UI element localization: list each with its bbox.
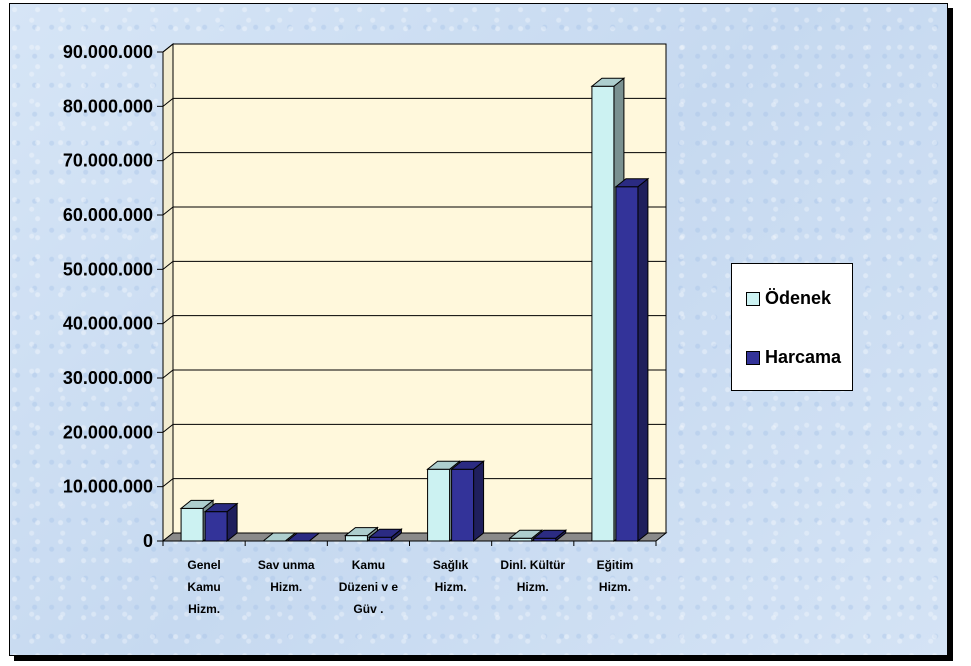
y-tick-label: 20.000.000 [63,422,153,442]
y-tick-label: 40.000.000 [63,314,153,334]
bar-harcama [616,187,638,541]
y-tick-label: 90.000.000 [63,42,153,62]
bar-harcama [205,512,227,541]
x-tick-label: Sağlık Hizm. [433,558,469,594]
bar-harcama-side [474,461,484,541]
bar-odenek [345,536,367,541]
x-tick-label: Sav unma Hizm. [258,558,315,594]
y-tick-label: 60.000.000 [63,205,153,225]
y-tick-label: 50.000.000 [63,259,153,279]
plot-side-wall [163,44,173,541]
legend-label-harcama: Harcama [765,347,841,368]
plot-floor [163,533,666,541]
x-tick-label: Dinl. Kültür Hizm. [500,558,565,594]
y-tick-label: 80.000.000 [63,96,153,116]
y-tick-label: 0 [143,531,153,551]
y-tick-label: 10.000.000 [63,477,153,497]
x-tick-label: Eğitim Hizm. [597,558,634,594]
legend-item-harcama: Harcama [746,347,841,368]
legend-item-odenek: Ödenek [746,288,831,309]
legend-swatch-odenek [746,292,760,306]
y-tick-label: 70.000.000 [63,151,153,171]
bar-odenek [181,508,203,541]
legend-label-odenek: Ödenek [765,288,831,309]
bar-odenek [592,86,614,541]
legend: Ödenek Harcama [731,263,853,391]
bar-harcama [452,469,474,541]
bar-odenek [428,469,450,541]
y-tick-label: 30.000.000 [63,368,153,388]
x-tick-label: Genel Kamu Hizm. [187,558,220,616]
x-tick-label: Kamu Düzeni v e Güv . [339,558,399,616]
legend-swatch-harcama [746,351,760,365]
bar-harcama-side [638,179,648,541]
bar-harcama [369,537,391,541]
